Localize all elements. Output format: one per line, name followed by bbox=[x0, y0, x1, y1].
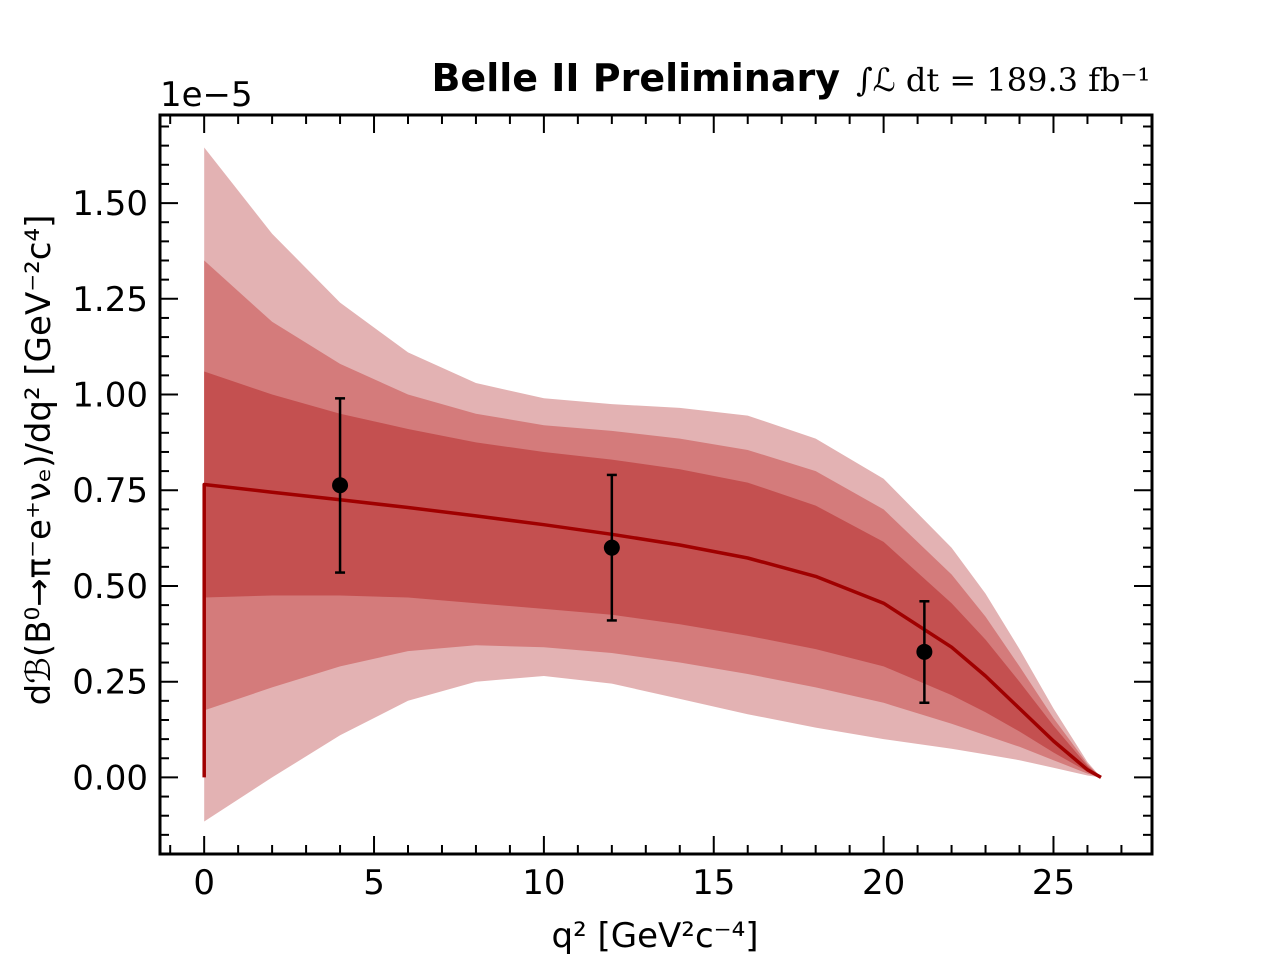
data-point bbox=[603, 473, 620, 622]
y-tick-label: 1.00 bbox=[72, 376, 148, 416]
x-tick-label: 15 bbox=[692, 863, 735, 903]
chart-title: Belle II Preliminary bbox=[431, 56, 840, 100]
y-offset-label: 1e−5 bbox=[160, 75, 253, 115]
x-tick-label: 20 bbox=[862, 863, 905, 903]
data-marker bbox=[916, 643, 933, 660]
data-marker bbox=[603, 539, 620, 556]
x-tick-label: 10 bbox=[522, 863, 565, 903]
plot-frame bbox=[158, 113, 1154, 856]
band-1sigma bbox=[204, 371, 1101, 778]
data-points bbox=[332, 397, 933, 705]
y-tick-label: 0.50 bbox=[72, 567, 148, 607]
tick-labels: 0 5 10 15 20 25 0.00 0.25 0.50 0.75 1.00 1.25 1.50 bbox=[72, 184, 1075, 903]
data-marker bbox=[332, 477, 349, 494]
x-axis-label: q² [GeV²c⁻⁴] bbox=[552, 916, 759, 956]
y-tick-label: 0.00 bbox=[72, 758, 148, 798]
theory-curve-group bbox=[202, 482, 1102, 779]
data-point bbox=[332, 397, 349, 574]
y-tick-label: 0.75 bbox=[72, 471, 148, 511]
x-tick-label: 0 bbox=[193, 863, 215, 903]
y-tick-label: 1.50 bbox=[72, 184, 148, 224]
luminosity-label: ∫ℒ dt = 189.3 fb⁻¹ bbox=[856, 61, 1150, 99]
theory-bands bbox=[204, 147, 1101, 822]
x-tick-label: 5 bbox=[363, 863, 385, 903]
y-axis-label: dℬ(B⁰→π⁻e⁺νₑ)/dq² [GeV⁻²c⁴] bbox=[19, 215, 59, 706]
theory-central-line bbox=[202, 482, 1102, 779]
x-tick-label: 25 bbox=[1032, 863, 1075, 903]
y-tick-label: 0.25 bbox=[72, 663, 148, 703]
data-point bbox=[916, 600, 933, 705]
y-tick-label: 1.25 bbox=[72, 280, 148, 320]
